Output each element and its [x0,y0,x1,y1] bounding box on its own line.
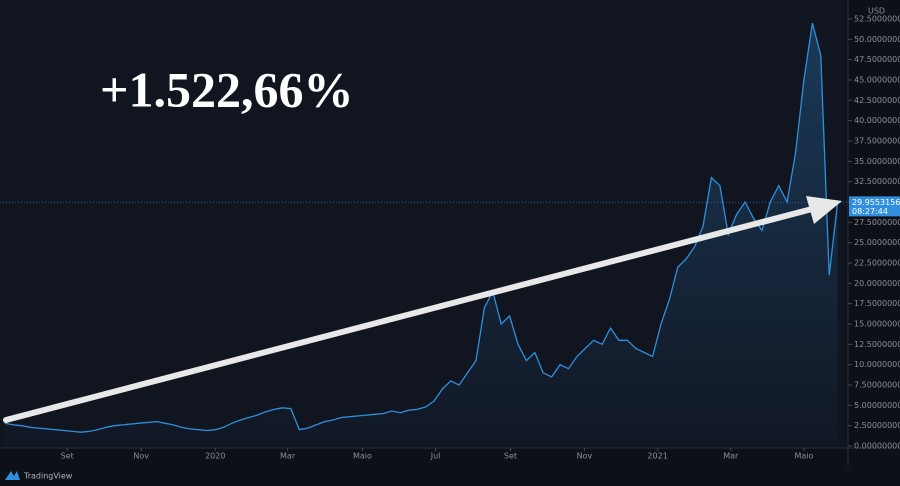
y-tick-label: 32.50000000 [854,177,900,186]
y-tick-label: 27.50000000 [854,218,900,227]
trend-arrow [3,196,842,423]
y-tick-label: 50.00000000 [854,35,900,44]
y-tick-label: 2.50000000 [854,421,900,430]
y-tick-label: 45.00000000 [854,76,900,85]
y-tick-label: 15.00000000 [854,320,900,329]
brand: TradingView [23,472,73,481]
y-tick-label: 40.00000000 [854,116,900,125]
area-fill [5,23,838,446]
x-tick-label: Maio [353,452,372,461]
x-tick-label: Jul [430,452,441,461]
last-price-label: 29.95531561 [852,198,900,207]
annotation: +1.522,66% [100,61,354,117]
x-tick-label: Nov [577,452,593,461]
y-tick-label: 35.00000000 [854,157,900,166]
y-tick-label: 47.50000000 [854,55,900,64]
y-tick-label: 22.50000000 [854,259,900,268]
x-tick-label: 2020 [205,452,225,461]
x-tick-label: Nov [133,452,149,461]
y-tick-label: 10.00000000 [854,360,900,369]
y-tick-label: 0.00000000 [854,442,900,451]
x-tick-label: Set [504,452,517,461]
last-price-tag [849,196,900,217]
y-tick-label: 20.00000000 [854,279,900,288]
footer [0,466,900,486]
y-tick-label: 42.50000000 [854,96,900,105]
x-tick-label: Mar [280,452,296,461]
y-tick-label: 25.00000000 [854,238,900,247]
currency: USD [868,7,885,16]
y-tick-label: 12.50000000 [854,340,900,349]
x-tick-label: Maio [794,452,813,461]
x-tick-label: Set [61,452,74,461]
logo [5,471,20,480]
countdown: 08:27:44 [852,207,888,216]
y-tick-label: 17.50000000 [854,299,900,308]
x-tick-label: Mar [723,452,739,461]
x-tick-label: 2021 [647,452,667,461]
y-tick-label: 37.50000000 [854,137,900,146]
y-tick-label: 5.00000000 [854,401,900,410]
y-tick-label: 7.50000000 [854,381,900,390]
y-tick-label: 52.50000000 [854,15,900,24]
